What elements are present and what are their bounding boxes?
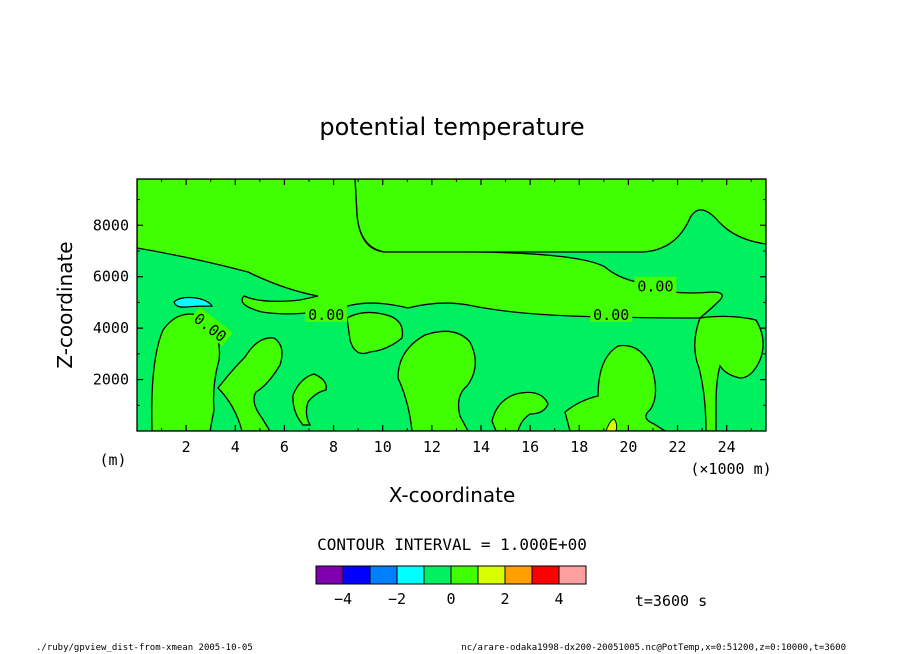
colorbar-swatch [477, 565, 506, 585]
contour-label: 0.00 [634, 276, 677, 296]
thermal-plume-7 [564, 344, 667, 431]
x-tick-label: 4 [231, 438, 240, 456]
y-tick-label: 6000 [93, 268, 129, 286]
colorbar-swatch [558, 565, 587, 585]
contour-label-text: 0.00 [593, 306, 629, 324]
contour-label: 0.00 [590, 305, 633, 324]
y-tick-label: 2000 [93, 371, 129, 389]
plot-area [137, 179, 766, 431]
thermal-plume-4 [346, 311, 404, 355]
x-tick-label: 16 [521, 438, 539, 456]
y-axis-title: Z-coordinate [53, 241, 77, 368]
colorbar-tick-label: 2 [500, 590, 509, 608]
colorbar-swatch [315, 565, 344, 585]
contour-label-text: 0.00 [308, 306, 344, 324]
contour-interval-text: CONTOUR INTERVAL = 1.000E+00 [317, 535, 587, 554]
x-tick-label: 22 [669, 438, 687, 456]
warm-patch [605, 418, 618, 431]
contour-label-bg [305, 305, 348, 322]
time-label: t=3600 s [635, 592, 707, 610]
colorbar-tick-label: 0 [446, 590, 455, 608]
x-tick-label: 20 [619, 438, 637, 456]
y-unit-label: (m) [99, 451, 126, 469]
contour-labels: 0.00 0.000.000.00 [189, 276, 677, 347]
thermal-plume-8 [694, 315, 764, 431]
x-tick-label: 8 [329, 438, 338, 456]
thermal-plume-3 [292, 373, 327, 426]
footer-right: nc/arare-odaka1998-dx200-20051005.nc@Pot… [461, 643, 846, 653]
chart-title: potential temperature [319, 113, 584, 141]
x-tick-label: 10 [374, 438, 392, 456]
contour-label-text: 0.00 [637, 278, 673, 296]
colorbar: −4 −2 0 2 4 [315, 565, 587, 608]
cold-patch [173, 296, 214, 308]
footer-left: ./ruby/gpview_dist-from-xmean 2005-10-05 [36, 643, 253, 653]
colorbar-swatch [531, 565, 560, 585]
x-tick-label: 24 [718, 438, 736, 456]
colorbar-swatch [396, 565, 425, 585]
plot-frame [136, 178, 767, 432]
colorbar-swatch [423, 565, 452, 585]
contour-label-bg [634, 276, 677, 294]
colorbar-swatch [450, 565, 479, 585]
upper-band-region [354, 179, 766, 253]
thermal-plume-6 [491, 391, 549, 431]
x-tick-label: 14 [472, 438, 490, 456]
x-tick-label: 18 [570, 438, 588, 456]
y-tick-label: 4000 [93, 319, 129, 337]
x-tick-label: 2 [182, 438, 191, 456]
y-tick-label: 8000 [93, 216, 129, 234]
x-unit-label: (×1000 m) [690, 460, 771, 478]
colorbar-tick-label: −4 [334, 590, 352, 608]
contour-label: 0.00 [305, 305, 348, 324]
contour-label-bg [189, 306, 233, 347]
x-tick-label: 6 [280, 438, 289, 456]
colorbar-swatch [369, 565, 398, 585]
colorbar-tick-label: 4 [554, 590, 563, 608]
colorbar-swatch [504, 565, 533, 585]
x-axis-title: X-coordinate [389, 483, 516, 507]
x-tick-label: 12 [423, 438, 441, 456]
contour-label-bg [590, 305, 633, 322]
colorbar-tick-label: −2 [388, 590, 406, 608]
colorbar-swatch [342, 565, 371, 585]
thermal-plume-5 [397, 330, 476, 431]
